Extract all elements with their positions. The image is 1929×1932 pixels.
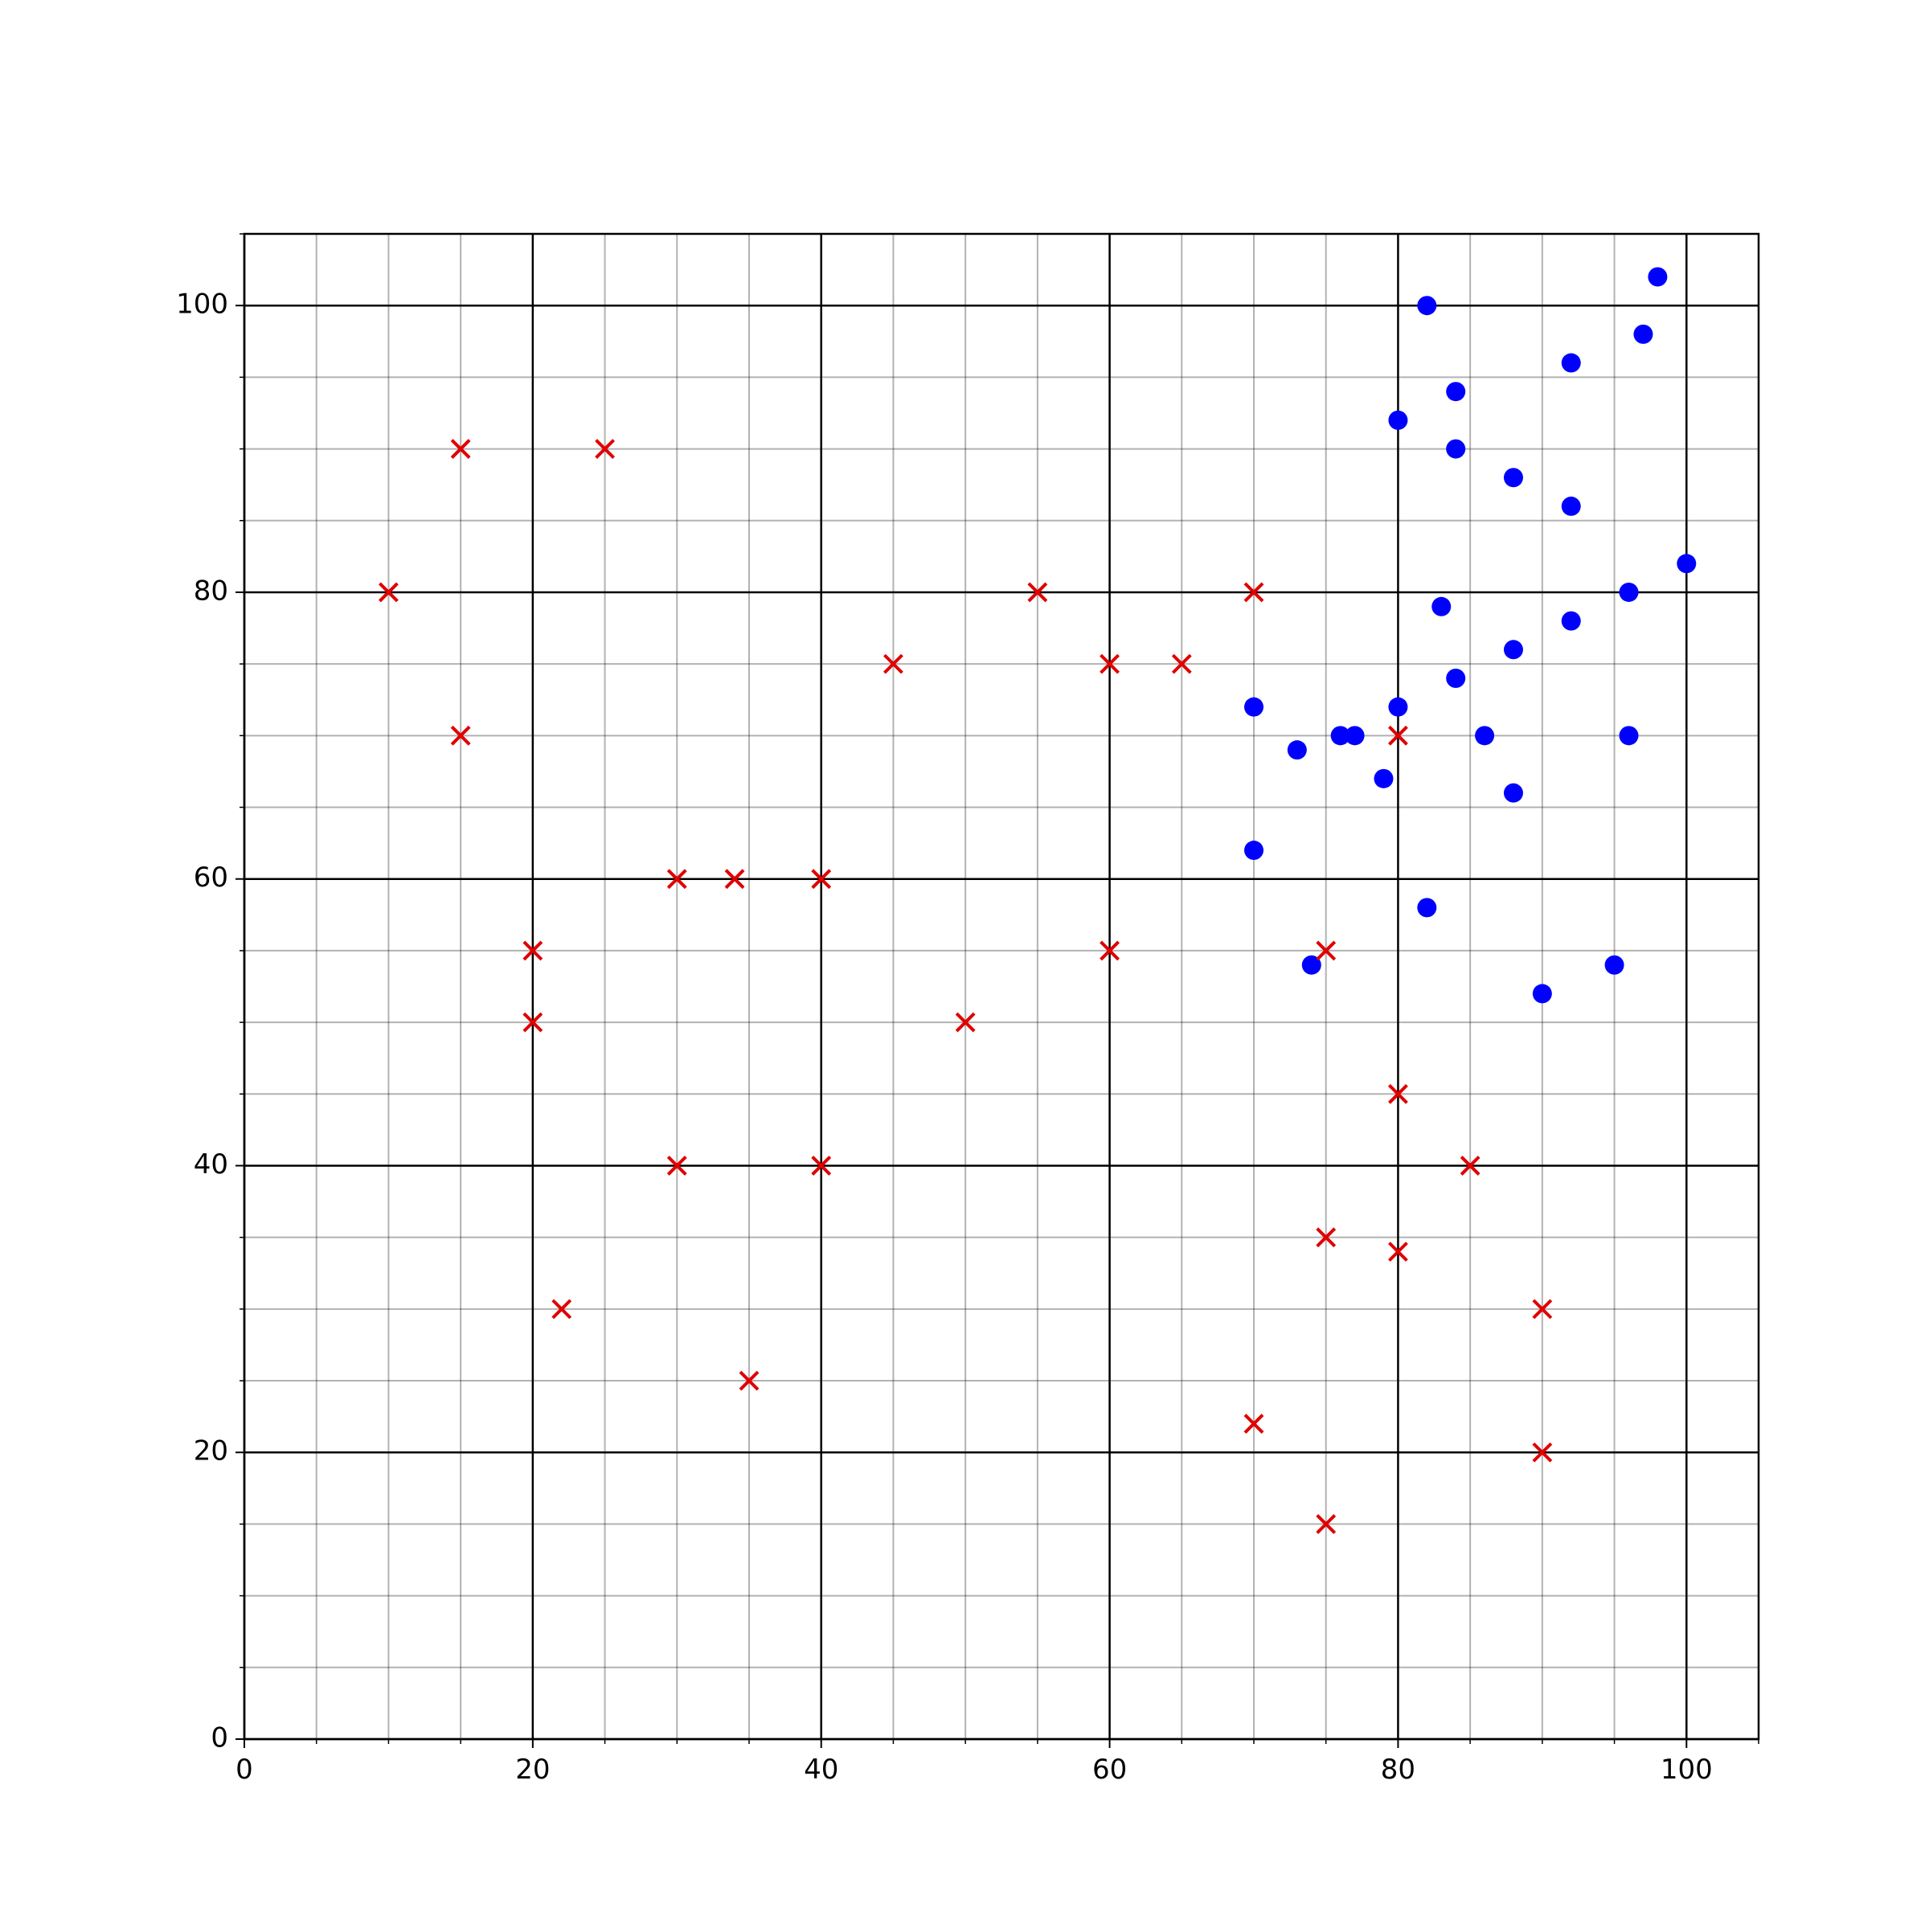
cross-point — [1316, 1514, 1337, 1534]
cross-point — [1316, 940, 1337, 961]
circle-point — [1417, 898, 1437, 918]
circle-point — [1287, 740, 1307, 760]
cross-point — [724, 869, 745, 890]
cross-point — [1388, 1083, 1408, 1104]
cross-point — [811, 869, 832, 890]
circle-point — [1388, 697, 1408, 717]
grid — [243, 233, 1759, 1741]
cross-point — [1460, 1156, 1481, 1176]
cross-point — [1100, 653, 1120, 674]
circle-point — [1619, 726, 1639, 746]
cross-point — [522, 940, 543, 961]
y-tick-label: 100 — [176, 289, 228, 321]
circle-point — [1475, 726, 1495, 746]
y-tick-label: 80 — [194, 575, 228, 607]
circle-point — [1677, 554, 1697, 574]
cross-point — [1532, 1299, 1553, 1320]
cross-point — [1388, 725, 1408, 746]
y-tick-label: 20 — [194, 1435, 228, 1467]
circle-point — [1503, 468, 1523, 488]
cross-point — [450, 725, 471, 746]
cross-point — [1100, 940, 1120, 961]
circle-point — [1561, 353, 1581, 373]
circle-point — [1431, 596, 1452, 616]
circle-point — [1446, 382, 1466, 402]
cross-point — [666, 1156, 687, 1176]
cross-point — [955, 1012, 976, 1033]
cross-point — [739, 1370, 760, 1391]
circle-point — [1503, 783, 1523, 803]
cross-point — [551, 1299, 572, 1320]
cross-point — [1027, 582, 1048, 603]
x-tick-label: 100 — [1661, 1754, 1713, 1786]
x-tick-label: 60 — [1092, 1754, 1127, 1786]
cross-point — [1243, 1414, 1264, 1434]
y-tick-label: 60 — [194, 862, 228, 894]
circle-point — [1633, 324, 1653, 344]
circle-point — [1561, 496, 1581, 516]
axes: 0 20 40 60 80 100 0 20 40 60 80 100 — [176, 233, 1759, 1786]
circle-point — [1446, 439, 1466, 459]
marks — [379, 267, 1697, 1534]
x-tick-label: 20 — [515, 1754, 550, 1786]
y-tick-label: 0 — [211, 1722, 228, 1754]
circle-point — [1244, 841, 1263, 861]
circle-point — [1619, 582, 1639, 602]
circle-point — [1561, 611, 1581, 631]
cross-point — [1532, 1442, 1553, 1463]
cross-point — [379, 582, 399, 603]
y-tick-label: 40 — [194, 1148, 228, 1181]
x-tick-label: 40 — [804, 1754, 838, 1786]
circle-point — [1345, 726, 1365, 746]
circle-point — [1648, 267, 1668, 287]
x-tick-label: 0 — [235, 1754, 253, 1786]
circle-point — [1532, 984, 1552, 1004]
circle-point — [1388, 410, 1408, 430]
cross-point — [811, 1156, 832, 1176]
cross-point — [883, 653, 903, 674]
cross-point — [522, 1012, 543, 1033]
circle-point — [1301, 955, 1321, 975]
circle-point — [1446, 668, 1466, 688]
circle-point — [1604, 955, 1624, 975]
circle-point — [1417, 296, 1437, 316]
circle-point — [1374, 768, 1394, 788]
x-tick-label: 80 — [1381, 1754, 1415, 1786]
circle-point — [1330, 726, 1350, 746]
cross-point — [595, 439, 615, 459]
cross-point — [666, 869, 687, 890]
cross-point — [1171, 653, 1192, 674]
axes-frame — [243, 232, 1760, 1741]
cross-point — [1316, 1227, 1337, 1248]
cross-point — [1243, 582, 1264, 603]
circle-point — [1503, 640, 1523, 660]
circle-point — [1244, 697, 1263, 717]
cross-point — [1388, 1242, 1408, 1262]
cross-point — [450, 439, 471, 459]
